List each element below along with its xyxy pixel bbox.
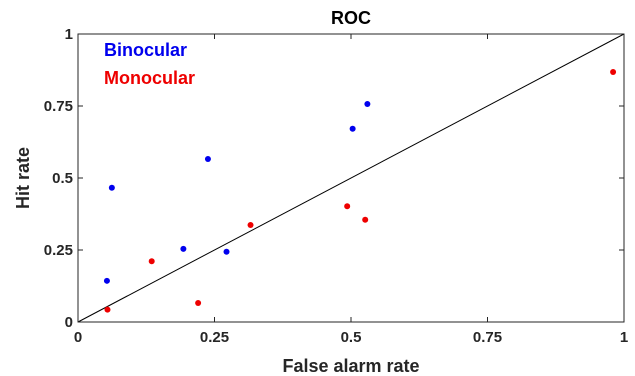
binocular-point	[364, 100, 371, 107]
plot-area-frame	[77, 33, 625, 323]
chart-title: ROC	[331, 8, 371, 28]
y-tick-label: 1	[65, 26, 73, 43]
x-tick-label: 0	[74, 329, 82, 346]
x-tick-label: 0.5	[341, 329, 362, 346]
monocular-point	[344, 203, 351, 210]
x-tick-label: 0.75	[473, 329, 502, 346]
binocular-point	[180, 245, 187, 252]
monocular-point	[247, 221, 254, 228]
y-axis-label: Hit rate	[13, 147, 33, 209]
x-tick-label: 0.25	[200, 329, 229, 346]
monocular-point	[104, 306, 111, 313]
chance-diagonal-line	[77, 33, 625, 323]
x-axis-label: False alarm rate	[282, 356, 419, 376]
y-tick-label: 0	[65, 314, 73, 331]
binocular-point	[103, 277, 110, 284]
monocular-point	[195, 299, 202, 306]
y-tick-label: 0.75	[44, 98, 73, 115]
y-tick-label: 0.5	[52, 170, 73, 187]
binocular-point	[204, 155, 211, 162]
monocular-point	[610, 69, 617, 76]
monocular-point	[148, 258, 155, 265]
binocular-point	[223, 248, 230, 255]
binocular-point	[349, 125, 356, 132]
y-tick-label: 0.25	[44, 242, 73, 259]
legend-monocular: Monocular	[104, 68, 195, 88]
binocular-point	[108, 184, 115, 191]
x-tick-label: 1	[620, 329, 628, 346]
legend-binocular: Binocular	[104, 40, 187, 60]
monocular-point	[362, 216, 369, 223]
